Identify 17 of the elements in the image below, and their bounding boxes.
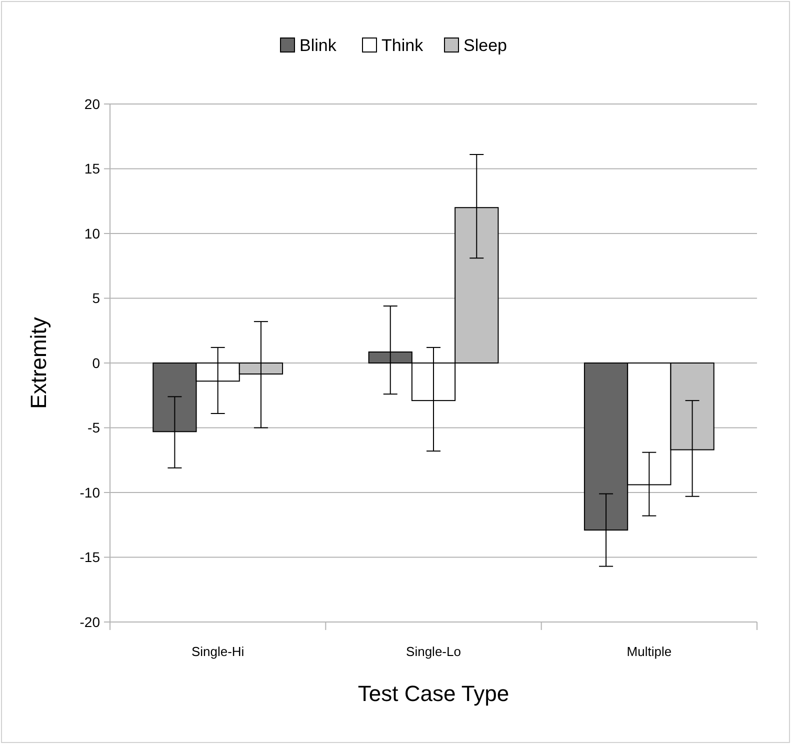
x-tick-label: Single-Hi [191,644,244,659]
y-tick-label: 10 [84,225,100,242]
y-axis-title: Extremity [26,317,51,409]
y-tick-label: -20 [80,614,100,630]
y-tick-label: 15 [84,160,100,177]
y-tick-label: 5 [92,290,100,306]
x-tick-label: Single-Lo [406,644,461,659]
y-tick-label: -5 [88,420,100,436]
y-tick-label: 20 [84,96,100,112]
y-tick-label: -15 [80,549,100,566]
y-tick-label: -10 [80,484,100,500]
x-tick-label: Multiple [626,644,672,659]
x-axis-title: Test Case Type [358,681,510,706]
legend-label: Think [382,36,424,55]
legend-label: Sleep [464,36,507,55]
legend-label: Blink [300,36,337,55]
y-tick-label: 0 [92,354,100,371]
